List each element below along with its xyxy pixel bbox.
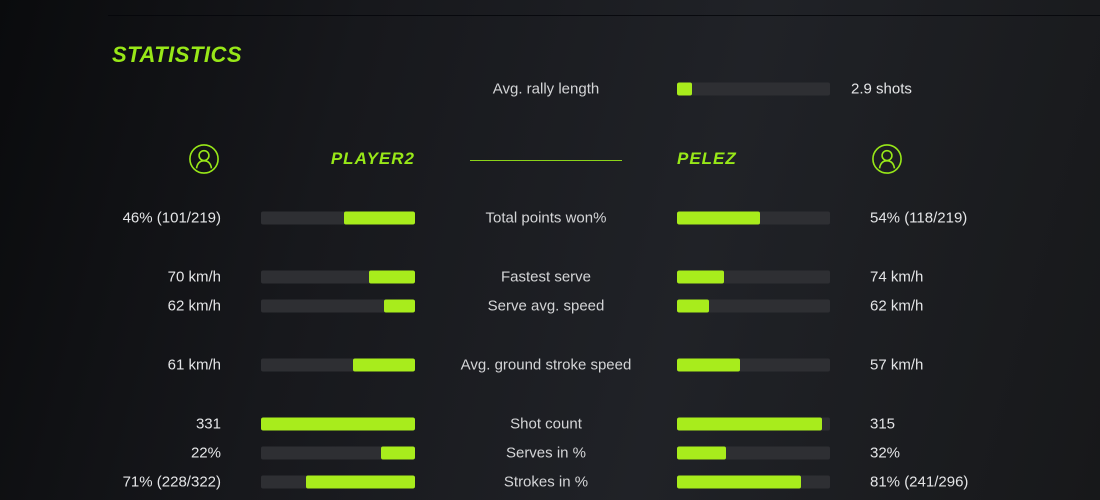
- stat-row: 70 km/h Fastest serve 74 km/h: [0, 267, 1100, 287]
- stat-left-value: 331: [195, 415, 221, 433]
- stat-right-value: 57 km/h: [870, 356, 924, 374]
- stat-left-value: 61 km/h: [167, 356, 221, 374]
- header-divider-line: [470, 160, 622, 161]
- players-header: PLAYER2 PELEZ: [0, 144, 1100, 174]
- stat-left-value: 71% (228/322): [122, 473, 221, 491]
- stat-right-bar-fill: [677, 446, 726, 460]
- stat-left-bar: [261, 270, 415, 284]
- stat-label: Serve avg. speed: [487, 297, 605, 315]
- stat-left-bar-fill: [344, 211, 415, 225]
- stat-label: Serves in %: [505, 444, 587, 462]
- stat-left-bar: [261, 358, 415, 372]
- stat-right-bar: [677, 475, 830, 489]
- stat-left-bar: [261, 299, 415, 313]
- stat-row: 61 km/h Avg. ground stroke speed 57 km/h: [0, 355, 1100, 375]
- stat-left-bar-fill: [261, 417, 415, 431]
- rally-bar-fill: [677, 82, 693, 96]
- stat-label: Fastest serve: [500, 268, 592, 286]
- stat-row: 62 km/h Serve avg. speed 62 km/h: [0, 296, 1100, 316]
- stat-left-value: 46% (101/219): [122, 209, 221, 227]
- stat-right-bar: [677, 417, 830, 431]
- stat-right-bar: [677, 446, 830, 460]
- stat-right-value: 32%: [870, 444, 901, 462]
- stat-row: 331 Shot count 315: [0, 414, 1100, 434]
- stat-right-value: 54% (118/219): [870, 209, 968, 227]
- stat-label: Avg. ground stroke speed: [460, 356, 632, 374]
- stat-right-bar: [677, 211, 830, 225]
- stat-right-bar-fill: [677, 475, 801, 489]
- stat-left-bar: [261, 446, 415, 460]
- stat-left-bar: [261, 417, 415, 431]
- stat-right-bar: [677, 270, 830, 284]
- stat-row: 46% (101/219) Total points won% 54% (118…: [0, 208, 1100, 228]
- rally-bar: [677, 82, 830, 96]
- rally-row: Avg. rally length 2.9 shots: [0, 79, 1100, 99]
- user-icon: [188, 143, 220, 175]
- stat-left-value: 70 km/h: [167, 268, 221, 286]
- stat-label: Strokes in %: [503, 473, 589, 491]
- stat-label: Shot count: [510, 415, 582, 433]
- user-icon: [871, 143, 903, 175]
- stat-right-bar-fill: [677, 358, 740, 372]
- stat-left-bar: [261, 211, 415, 225]
- stat-left-bar: [261, 475, 415, 489]
- stat-left-value: 22%: [190, 444, 221, 462]
- stat-left-value: 62 km/h: [167, 297, 221, 315]
- stat-right-bar-fill: [677, 211, 760, 225]
- stat-left-bar-fill: [384, 299, 415, 313]
- player-left-name: PLAYER2: [330, 149, 415, 168]
- stat-right-bar-fill: [677, 299, 710, 313]
- stat-left-bar-fill: [381, 446, 415, 460]
- stat-row: 22% Serves in % 32%: [0, 443, 1100, 463]
- stat-left-bar-fill: [368, 270, 415, 284]
- rally-value: 2.9 shots: [851, 80, 912, 98]
- stat-right-value: 74 km/h: [870, 268, 924, 286]
- stat-right-bar: [677, 358, 830, 372]
- stat-row: 71% (228/322) Strokes in % 81% (241/296): [0, 472, 1100, 492]
- player-right-name: PELEZ: [677, 149, 737, 168]
- page-title: STATISTICS: [112, 42, 243, 67]
- stat-right-bar: [677, 299, 830, 313]
- stat-right-value: 81% (241/296): [870, 473, 969, 491]
- rally-label: Avg. rally length: [492, 80, 600, 98]
- stat-left-bar-fill: [305, 475, 415, 489]
- stat-right-value: 315: [870, 415, 896, 433]
- stat-right-value: 62 km/h: [870, 297, 924, 315]
- stat-label: Total points won%: [485, 209, 607, 227]
- top-separator: [108, 15, 1100, 16]
- stat-right-bar-fill: [677, 417, 823, 431]
- stat-right-bar-fill: [677, 270, 725, 284]
- stat-left-bar-fill: [353, 358, 415, 372]
